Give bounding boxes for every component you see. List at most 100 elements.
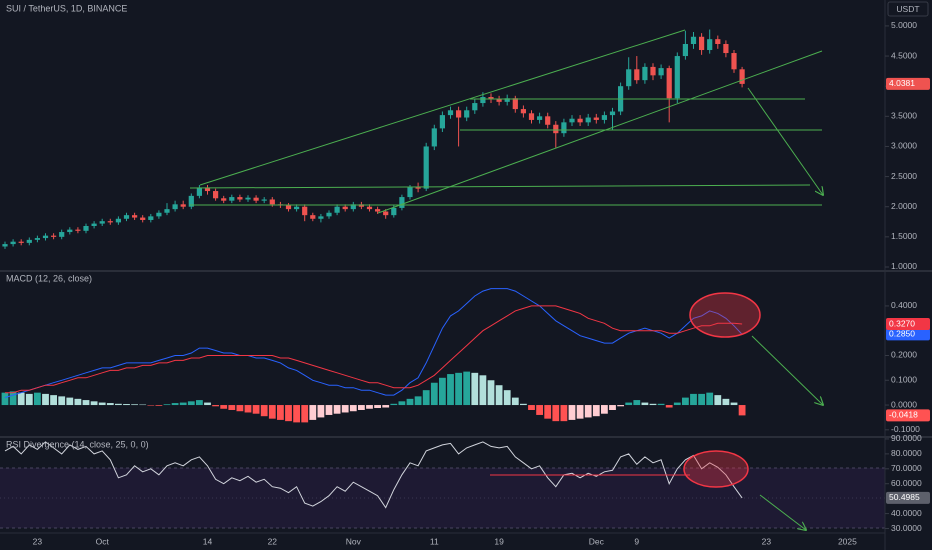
y-tick-label: 60.0000 (891, 478, 922, 488)
histogram-bar (495, 385, 503, 406)
histogram-bar (341, 405, 349, 413)
x-tick-label: 2025 (838, 536, 857, 546)
histogram-bar (106, 403, 114, 406)
arrow (751, 335, 823, 405)
histogram-bar (260, 405, 268, 417)
histogram-bar (220, 405, 228, 409)
histogram-bar (455, 372, 462, 406)
histogram-bar (592, 405, 600, 417)
candle-body (294, 206, 300, 210)
histogram-bar (187, 401, 195, 406)
candle-body (213, 191, 219, 199)
marks (1, 29, 746, 509)
histogram-bar (301, 405, 309, 423)
currency[interactable]: USDT (896, 4, 919, 14)
y-tick-label: 3.5000 (891, 111, 917, 121)
histogram-bar (471, 372, 479, 406)
candle-body (366, 206, 373, 210)
candle-body (682, 43, 688, 57)
candle-body (350, 204, 356, 210)
histogram-bar (90, 401, 98, 406)
histogram-bar (414, 396, 422, 406)
histogram-bar (309, 405, 317, 420)
histogram-bar (503, 390, 511, 406)
currency-box[interactable] (887, 1, 929, 17)
y-tick-label: 90.0000 (891, 433, 922, 443)
histogram-bar (244, 405, 252, 413)
histogram-bar (42, 393, 49, 406)
y-tick-label: 1.0000 (891, 261, 917, 271)
candle-body (593, 117, 599, 120)
histogram-bar (528, 405, 535, 410)
histogram-bar (584, 405, 592, 418)
histogram-bar (536, 405, 543, 415)
histogram-bar (730, 402, 738, 406)
histogram-bar (252, 405, 260, 414)
candle-body (609, 111, 616, 116)
candle-body (585, 117, 591, 123)
candle-body (488, 97, 494, 100)
candle-body (358, 204, 364, 207)
candle-body (399, 197, 405, 208)
histogram-bar (58, 396, 66, 406)
candle-body (634, 69, 640, 81)
histogram-bar (463, 371, 471, 406)
candle-body (34, 238, 40, 240)
last-value-label: 4.0381 (889, 78, 915, 88)
candle-body (707, 39, 713, 51)
histogram-bar (633, 400, 641, 406)
candle-body (731, 53, 737, 70)
y-tick-label: 30.0000 (891, 523, 922, 533)
histogram-bar (479, 375, 487, 406)
candle-body (75, 229, 81, 231)
histogram-bar (374, 405, 381, 409)
histogram-bar (82, 400, 90, 406)
histogram-bar (722, 398, 730, 406)
candle-body (285, 205, 292, 210)
x-tick-label: 19 (494, 536, 504, 546)
candle-body (326, 212, 332, 217)
histogram-bar (568, 405, 576, 420)
x-tick-label: 23 (33, 536, 43, 546)
histogram-bar (349, 405, 357, 412)
candle-body (545, 116, 551, 125)
x-tick-label: Dec (589, 536, 605, 546)
candle-body (115, 218, 121, 223)
candle-body (415, 187, 421, 189)
histogram-bar (738, 405, 746, 416)
x-tick-label: 11 (430, 536, 439, 546)
line (4, 288, 743, 399)
histogram-bar (325, 405, 333, 415)
histogram-bar (625, 402, 633, 406)
candle-body (83, 226, 89, 231)
candle-body (318, 216, 324, 219)
line (4, 441, 743, 509)
histogram-bar (398, 401, 406, 406)
candle-body (342, 206, 348, 210)
histogram-bar (390, 403, 398, 406)
histogram-bar (74, 398, 82, 406)
y-tick-label: 0.1000 (891, 375, 917, 385)
histogram-bar (66, 397, 74, 406)
highlight-circle (689, 292, 761, 338)
last-value-label: -0.0418 (889, 410, 918, 420)
histogram-bar (601, 405, 608, 414)
y-tick-label: 0.4000 (891, 300, 917, 310)
histogram-bar (34, 392, 41, 406)
histogram-bar (657, 403, 665, 406)
candle-body (666, 68, 672, 99)
highlight-circle (683, 450, 749, 488)
histogram-bar (9, 391, 17, 406)
candle-body (196, 187, 202, 196)
candle-body (642, 66, 648, 81)
last-value-label: 0.2850 (889, 329, 915, 339)
candle-body (577, 118, 583, 123)
candle-body (464, 110, 470, 118)
x-tick-label: Nov (346, 536, 362, 546)
y-tick-label: 3.0000 (891, 141, 917, 151)
histogram-bar (706, 392, 714, 406)
candle-body (132, 215, 138, 218)
candle-body (261, 199, 267, 201)
histogram-bar (155, 405, 163, 406)
